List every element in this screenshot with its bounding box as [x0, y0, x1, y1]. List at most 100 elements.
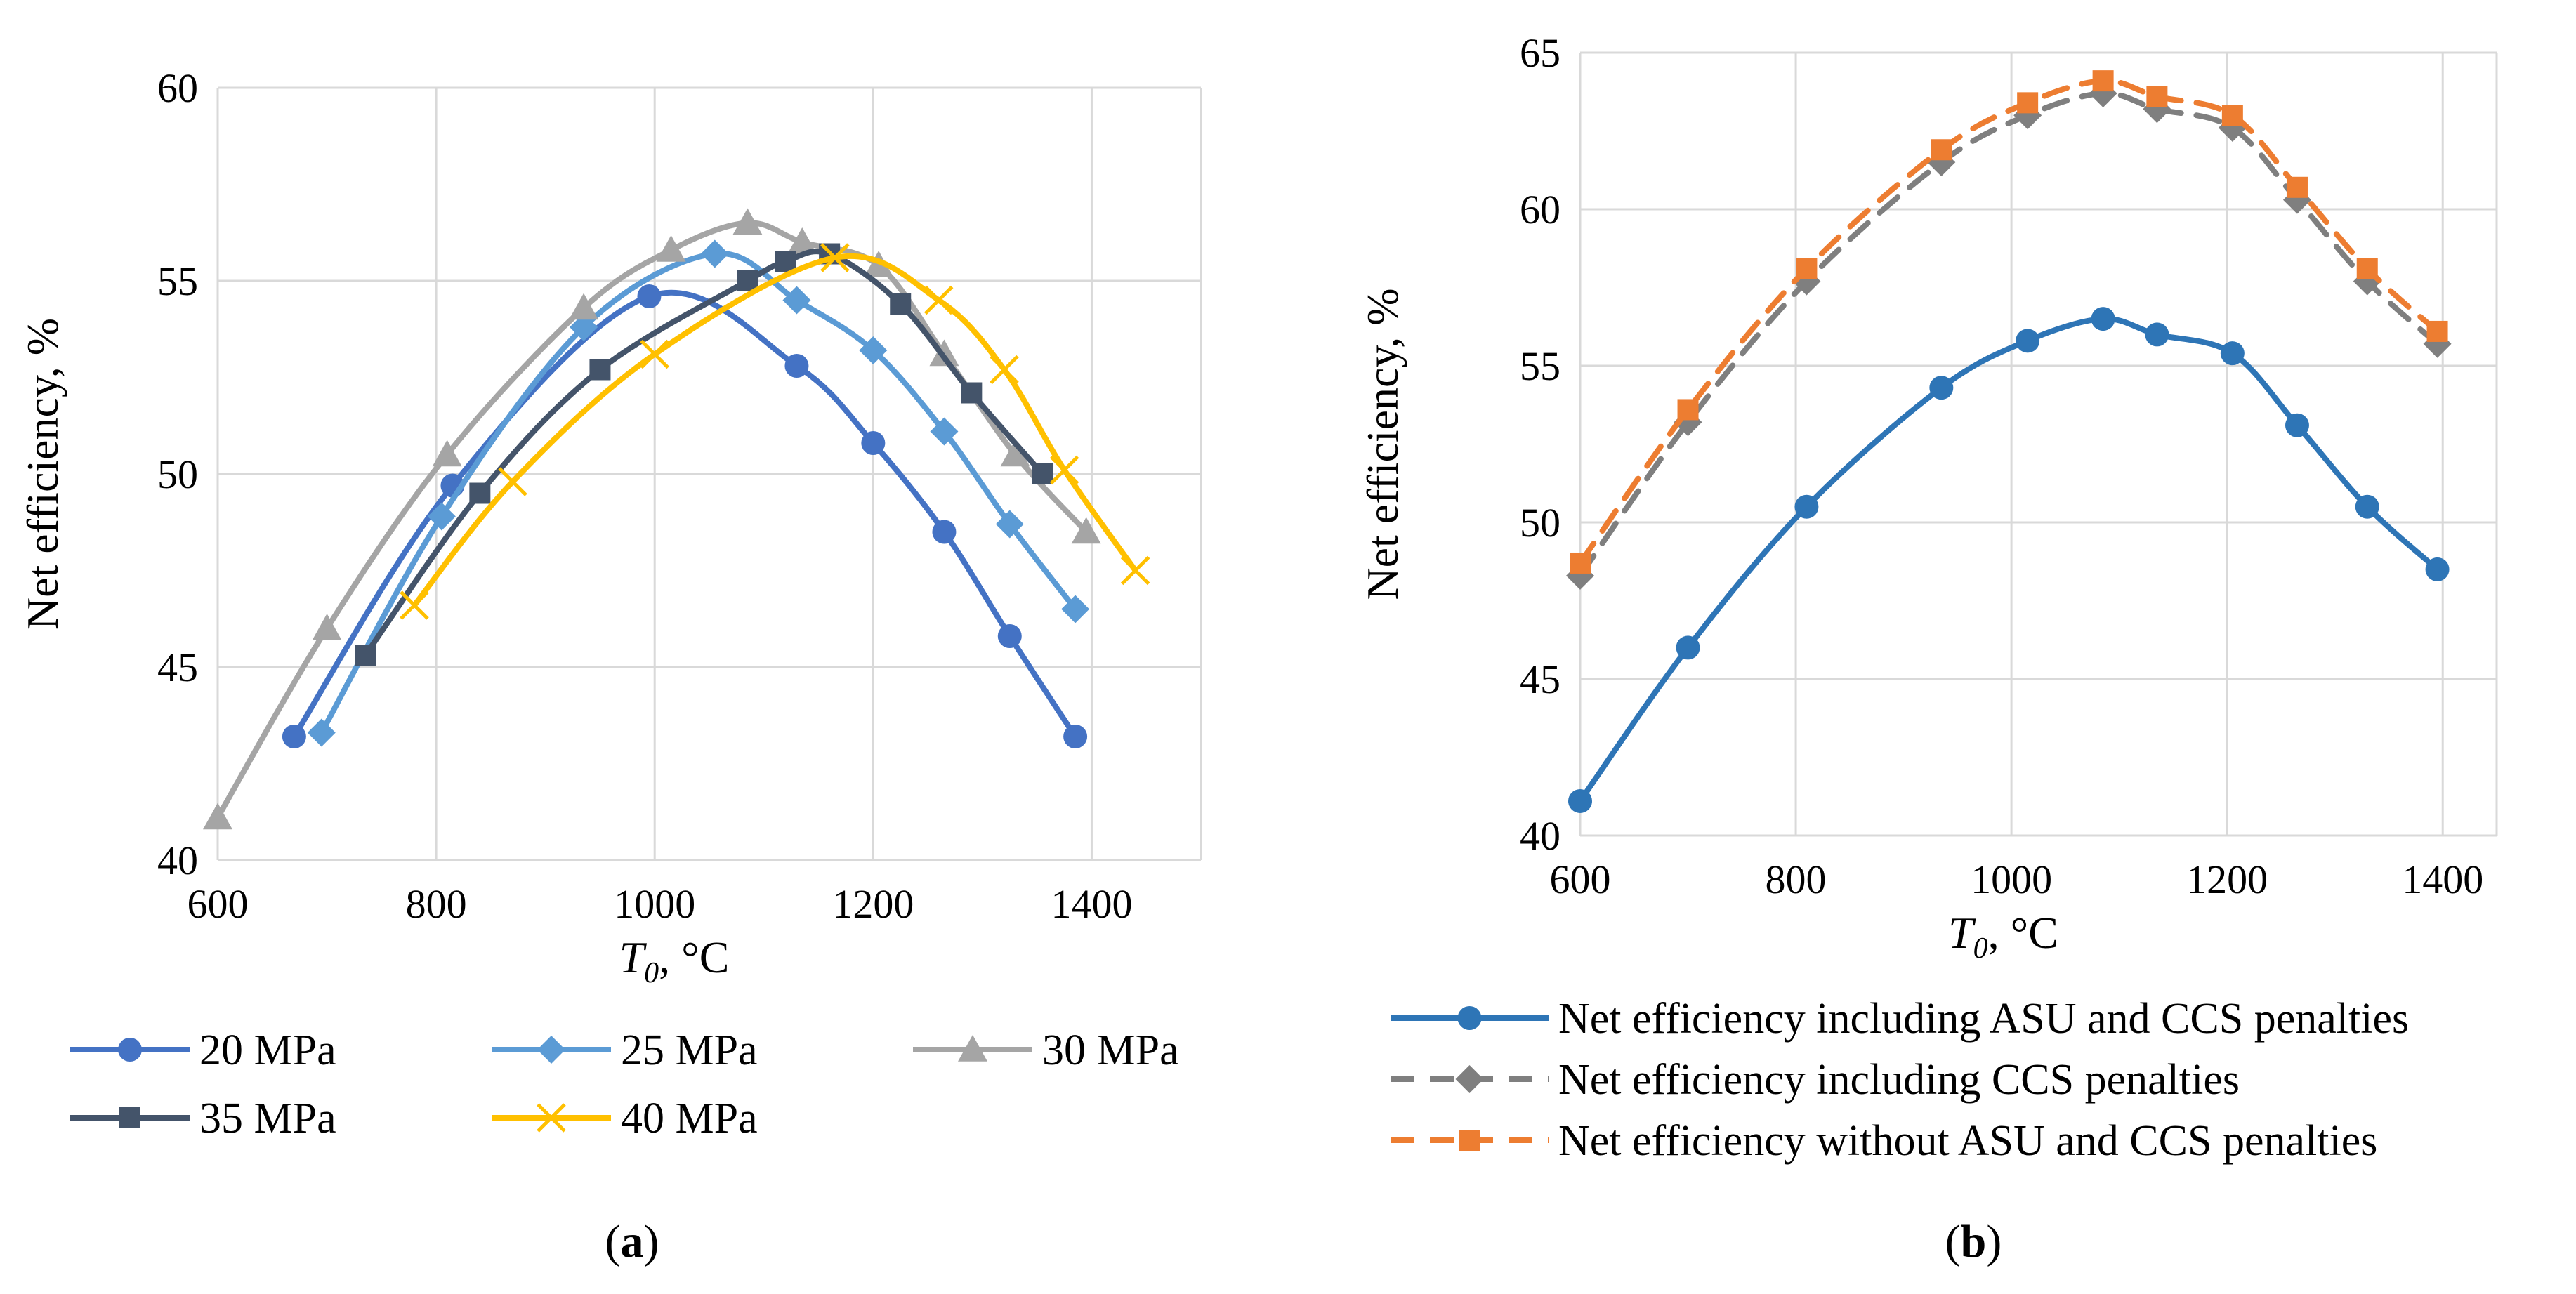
- legend-entry: 25 MPa: [492, 1026, 758, 1074]
- x-tick-label: 1400: [1051, 881, 1132, 927]
- data-point: [2426, 320, 2448, 342]
- data-point: [427, 502, 456, 531]
- y-tick-label: 45: [157, 645, 198, 690]
- series-line: [1577, 78, 2440, 566]
- data-point: [890, 293, 912, 315]
- x-axis-label-main: T: [619, 932, 648, 982]
- data-point: [995, 510, 1024, 539]
- panel-caption: (a): [605, 1216, 659, 1267]
- data-point: [569, 293, 599, 320]
- legend-label: 25 MPa: [621, 1026, 758, 1074]
- y-axis-label: Net efficiency, %: [18, 318, 67, 630]
- series-4: [355, 243, 1053, 666]
- data-point: [2220, 341, 2245, 366]
- data-point: [2355, 494, 2379, 519]
- data-point: [282, 725, 306, 748]
- series-2: [307, 239, 1090, 747]
- data-point: [355, 645, 376, 666]
- legend: 20 MPa 25 MPa 30 MPa 35 MPa 40 MPa: [70, 1026, 1179, 1142]
- data-point: [2145, 322, 2169, 347]
- data-point: [990, 355, 1019, 385]
- data-point: [2146, 86, 2168, 107]
- y-tick-label: 55: [157, 258, 198, 304]
- data-point: [1796, 258, 1818, 279]
- data-point: [820, 243, 850, 272]
- legend-entry: Net efficiency including CCS penalties: [1391, 1056, 2240, 1104]
- data-point: [469, 482, 491, 504]
- x-axis-label: T0, °C: [1948, 908, 2058, 965]
- data-point: [1794, 494, 1819, 519]
- x-tick-label: 600: [188, 881, 249, 927]
- series-line: [1577, 316, 2440, 804]
- data-point: [1063, 725, 1088, 748]
- x-tick-label: 1200: [2186, 857, 2268, 902]
- x-tick-label: 600: [1550, 857, 1611, 902]
- legend-marker: [1459, 1130, 1480, 1151]
- panel-caption: (b): [1945, 1216, 2002, 1267]
- data-point: [932, 520, 957, 544]
- data-point: [1061, 595, 1090, 623]
- legend-label: Net efficiency including ASU and CCS pen…: [1558, 995, 2409, 1043]
- data-point: [2425, 557, 2450, 581]
- x-tick-label: 1400: [2402, 857, 2483, 902]
- data-point: [930, 417, 959, 446]
- x-axis-label-main: T: [1948, 908, 1976, 958]
- x-axis-label-sub: 0: [644, 957, 659, 989]
- data-point: [2286, 176, 2308, 198]
- legend-entry: 30 MPa: [913, 1026, 1179, 1074]
- legend-label: 35 MPa: [199, 1095, 336, 1142]
- data-point: [787, 227, 817, 254]
- data-point: [1568, 788, 1592, 813]
- legend-label: Net efficiency including CCS penalties: [1558, 1056, 2240, 1104]
- y-tick-label: 50: [1520, 500, 1560, 546]
- data-point: [775, 251, 796, 272]
- data-point: [997, 624, 1022, 648]
- legend-entry: Net efficiency including ASU and CCS pen…: [1391, 995, 2409, 1043]
- series-1: [282, 284, 1088, 748]
- data-point: [782, 286, 811, 315]
- caption-open-paren: (: [605, 1216, 621, 1267]
- x-axis-label-unit: , °C: [1988, 908, 2058, 958]
- legend-label: Net efficiency without ASU and CCS penal…: [1558, 1117, 2377, 1165]
- data-point: [1931, 139, 1952, 161]
- x-axis-label-sub: 0: [1973, 932, 1988, 965]
- data-point: [929, 339, 959, 367]
- data-point: [589, 359, 611, 381]
- legend-marker: [537, 1103, 566, 1133]
- legend-marker: [958, 1035, 987, 1062]
- data-point: [203, 803, 232, 830]
- legend: Net efficiency including ASU and CCS pen…: [1391, 995, 2409, 1165]
- legend-label: 20 MPa: [199, 1026, 336, 1074]
- data-point: [2091, 307, 2115, 331]
- data-point: [570, 313, 598, 341]
- data-point: [656, 235, 686, 262]
- x-tick-label: 1200: [832, 881, 914, 927]
- series-group: [203, 208, 1150, 830]
- y-axis-label: Net efficiency, %: [1358, 288, 1407, 600]
- data-point: [737, 270, 758, 291]
- y-tick-label: 50: [157, 451, 198, 497]
- series-3: [1570, 70, 2448, 574]
- y-tick-label: 40: [1520, 813, 1560, 859]
- y-tick-label: 65: [1520, 30, 1560, 76]
- legend-entry: 40 MPa: [492, 1095, 758, 1142]
- x-tick-label: 800: [406, 881, 467, 927]
- legend-marker: [119, 1107, 140, 1128]
- data-point: [312, 614, 342, 640]
- data-point: [307, 718, 336, 747]
- data-point: [1049, 455, 1079, 485]
- y-tick-label: 60: [157, 65, 198, 111]
- data-point: [1032, 463, 1053, 484]
- data-point: [784, 354, 809, 378]
- data-point: [924, 285, 954, 315]
- x-tick-label: 1000: [614, 881, 695, 927]
- y-tick-label: 40: [157, 838, 198, 883]
- x-axis-label-unit: , °C: [659, 932, 729, 982]
- gridlines: [216, 86, 1202, 861]
- legend-entry: 20 MPa: [70, 1026, 336, 1074]
- data-point: [432, 440, 462, 467]
- legend-label: 30 MPa: [1042, 1026, 1179, 1074]
- y-tick-label: 45: [1520, 656, 1560, 702]
- data-point: [1120, 555, 1150, 586]
